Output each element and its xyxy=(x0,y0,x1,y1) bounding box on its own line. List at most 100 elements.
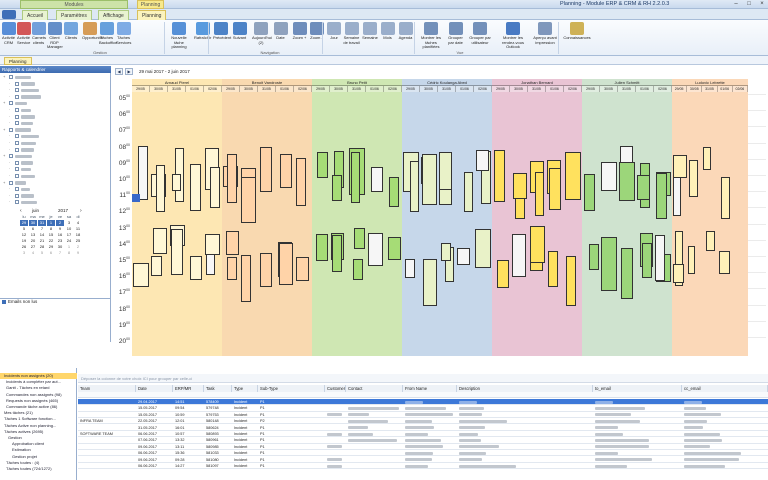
calendar-day[interactable]: 6 xyxy=(31,226,35,231)
checkbox[interactable] xyxy=(15,193,19,198)
appointment[interactable] xyxy=(317,152,329,179)
appointment[interactable] xyxy=(655,235,666,282)
checkbox[interactable] xyxy=(9,127,13,132)
resource-column-julien-schmitt[interactable]: Julien Schmitt 29/05 30/05 31/05 01/06 02/06 xyxy=(582,79,672,356)
resource-column-ludovic-lebrette[interactable]: Ludovic Lebrette 29/05 30/05 31/05 01/06 02/0… xyxy=(672,79,748,356)
ribbon-btn-grouper-par-date[interactable]: Grouper par date xyxy=(446,22,465,45)
ribbon-btn-activite-crm[interactable]: Activité CRM xyxy=(2,22,16,45)
calendar-day[interactable]: 20 xyxy=(30,238,36,243)
appointment[interactable] xyxy=(225,230,240,256)
appointment[interactable] xyxy=(152,227,168,255)
tree-row[interactable]: + xyxy=(3,74,108,81)
col-header-task[interactable]: Task xyxy=(204,385,232,392)
col-header-erp-mr[interactable]: ERP/MR xyxy=(173,385,204,392)
ribbon-btn-montrer-les-taches-planifiees[interactable]: Montrer les tâches planifiées xyxy=(418,22,444,50)
appointment[interactable] xyxy=(456,248,470,266)
col-header-date[interactable]: Date xyxy=(136,385,173,392)
tree-bullet-icon[interactable]: · xyxy=(9,113,11,119)
expand-icon[interactable]: + xyxy=(3,74,6,79)
appointment[interactable] xyxy=(150,255,162,276)
expand-icon[interactable]: + xyxy=(3,100,6,106)
appointment[interactable] xyxy=(315,234,329,262)
appointment[interactable] xyxy=(137,145,148,200)
table-row[interactable]: 09.06.2017 09:28 581080 Incident P1 xyxy=(78,457,768,463)
tab-affichage[interactable]: Affichage xyxy=(98,10,129,20)
col-header-contact[interactable]: Contact xyxy=(346,385,403,392)
tab-parametres[interactable]: Paramètres xyxy=(56,10,92,20)
calendar-day[interactable]: 3 xyxy=(22,250,26,255)
table-row[interactable]: 06.06.2017 15:36 581033 Incident P1 xyxy=(78,450,768,457)
appointment[interactable] xyxy=(675,230,684,286)
calendar-day[interactable]: 22 xyxy=(48,238,54,243)
doc-tab-planning[interactable]: Planning xyxy=(4,57,32,65)
tree-bullet-icon[interactable]: · xyxy=(9,199,11,205)
calendar-day[interactable]: 13 xyxy=(30,232,36,237)
expand-icon[interactable]: + xyxy=(3,179,6,185)
tree-bullet-icon[interactable]: · xyxy=(9,133,11,139)
ribbon-btn-rafraichir[interactable]: Rafraîchir xyxy=(194,22,211,41)
checkbox[interactable] xyxy=(9,101,13,106)
appointment[interactable] xyxy=(439,151,452,191)
resource-column-bruno-petit[interactable]: Bruno Petit 29/05 30/05 31/05 01/06 02/06 xyxy=(312,79,402,356)
appointment[interactable] xyxy=(600,161,618,191)
ribbon-btn-client-rdp-manager[interactable]: Client RDP Manager xyxy=(47,22,63,50)
ribbon-btn-taches-backoffice[interactable]: Tâches Backoffice xyxy=(99,22,117,45)
appointment[interactable] xyxy=(353,228,365,250)
calendar-day[interactable]: 12 xyxy=(21,232,27,237)
calendar-day[interactable]: 29 xyxy=(48,244,54,249)
ribbon-btn-semaine-de-travail[interactable]: Semaine de travail xyxy=(343,22,360,45)
filter-item-mes-taches-21[interactable]: Mes tâches (21) xyxy=(4,410,33,416)
checkbox[interactable] xyxy=(15,108,19,112)
appointment[interactable] xyxy=(497,260,510,289)
appointment[interactable] xyxy=(619,161,636,202)
appointment[interactable] xyxy=(529,225,545,264)
tree-row[interactable]: · xyxy=(3,160,108,167)
appointment[interactable] xyxy=(350,152,361,203)
checkbox[interactable] xyxy=(15,187,19,192)
col-header-type[interactable]: Type xyxy=(232,385,258,392)
checkbox[interactable] xyxy=(15,160,19,165)
appointment[interactable] xyxy=(278,243,294,285)
appointment[interactable] xyxy=(367,233,384,266)
appointment[interactable] xyxy=(548,168,562,211)
checkbox[interactable] xyxy=(15,141,19,145)
ribbon-btn-agenda[interactable]: Agenda xyxy=(397,22,414,41)
appointment[interactable] xyxy=(170,228,184,275)
filter-item-commande-tache-active-86[interactable]: Commande tâche active (86) xyxy=(6,404,58,409)
resource-column-benoit-vandroste[interactable]: Benoit Vandroste 29/05 30/05 31/05 01/06 02/0… xyxy=(222,79,312,356)
appointment[interactable] xyxy=(512,172,528,199)
appointment[interactable] xyxy=(511,233,527,277)
ribbon-btn-suivant[interactable]: Suivant xyxy=(231,22,248,41)
filter-item-estimation[interactable]: Estimation xyxy=(12,447,31,453)
calendar-day[interactable]: 5 xyxy=(22,226,26,231)
appointment[interactable] xyxy=(703,146,711,171)
tree-row[interactable]: · xyxy=(3,81,108,88)
filter-item-taches-actives-2695[interactable]: Tâches actives (2695) xyxy=(4,428,44,434)
col-header-team[interactable]: Team xyxy=(78,385,136,392)
appointment[interactable] xyxy=(296,158,307,207)
checkbox[interactable] xyxy=(15,147,19,152)
tree-row[interactable]: · xyxy=(3,94,108,101)
calendar-day[interactable]: 7 xyxy=(40,226,44,231)
table-row[interactable]: 15.05.2017 10:59 579753 Incident P1 xyxy=(78,412,768,419)
calendar-day[interactable]: 11 xyxy=(75,226,81,231)
calendar-day[interactable]: 18 xyxy=(75,232,81,237)
checkbox[interactable] xyxy=(15,134,19,139)
appointment[interactable] xyxy=(171,174,182,192)
calendar-day[interactable]: 7 xyxy=(58,250,62,255)
calendar-day[interactable]: 3 xyxy=(67,220,71,225)
table-row[interactable]: 06.06.2017 14:27 581097 Incident P1 xyxy=(78,463,768,470)
table-row[interactable]: 09.06.2017 13:11 580985 Incident P1 xyxy=(78,444,768,451)
appointment[interactable] xyxy=(388,177,399,207)
appointment[interactable] xyxy=(189,255,203,281)
appointment[interactable] xyxy=(688,159,698,198)
calendar-day[interactable]: 9 xyxy=(58,226,62,231)
checkbox[interactable] xyxy=(15,114,19,119)
filter-item-incidents-non-assignes-20[interactable]: Incidents non assignés (20) xyxy=(4,373,53,378)
calendar-day[interactable]: 26 xyxy=(21,244,27,249)
checkbox[interactable] xyxy=(15,121,19,126)
calendar-day[interactable]: 17 xyxy=(66,232,72,237)
calendar-day[interactable]: 6 xyxy=(49,250,53,255)
calendar-day[interactable]: 23 xyxy=(57,238,63,243)
tree-bullet-icon[interactable]: · xyxy=(9,159,11,165)
